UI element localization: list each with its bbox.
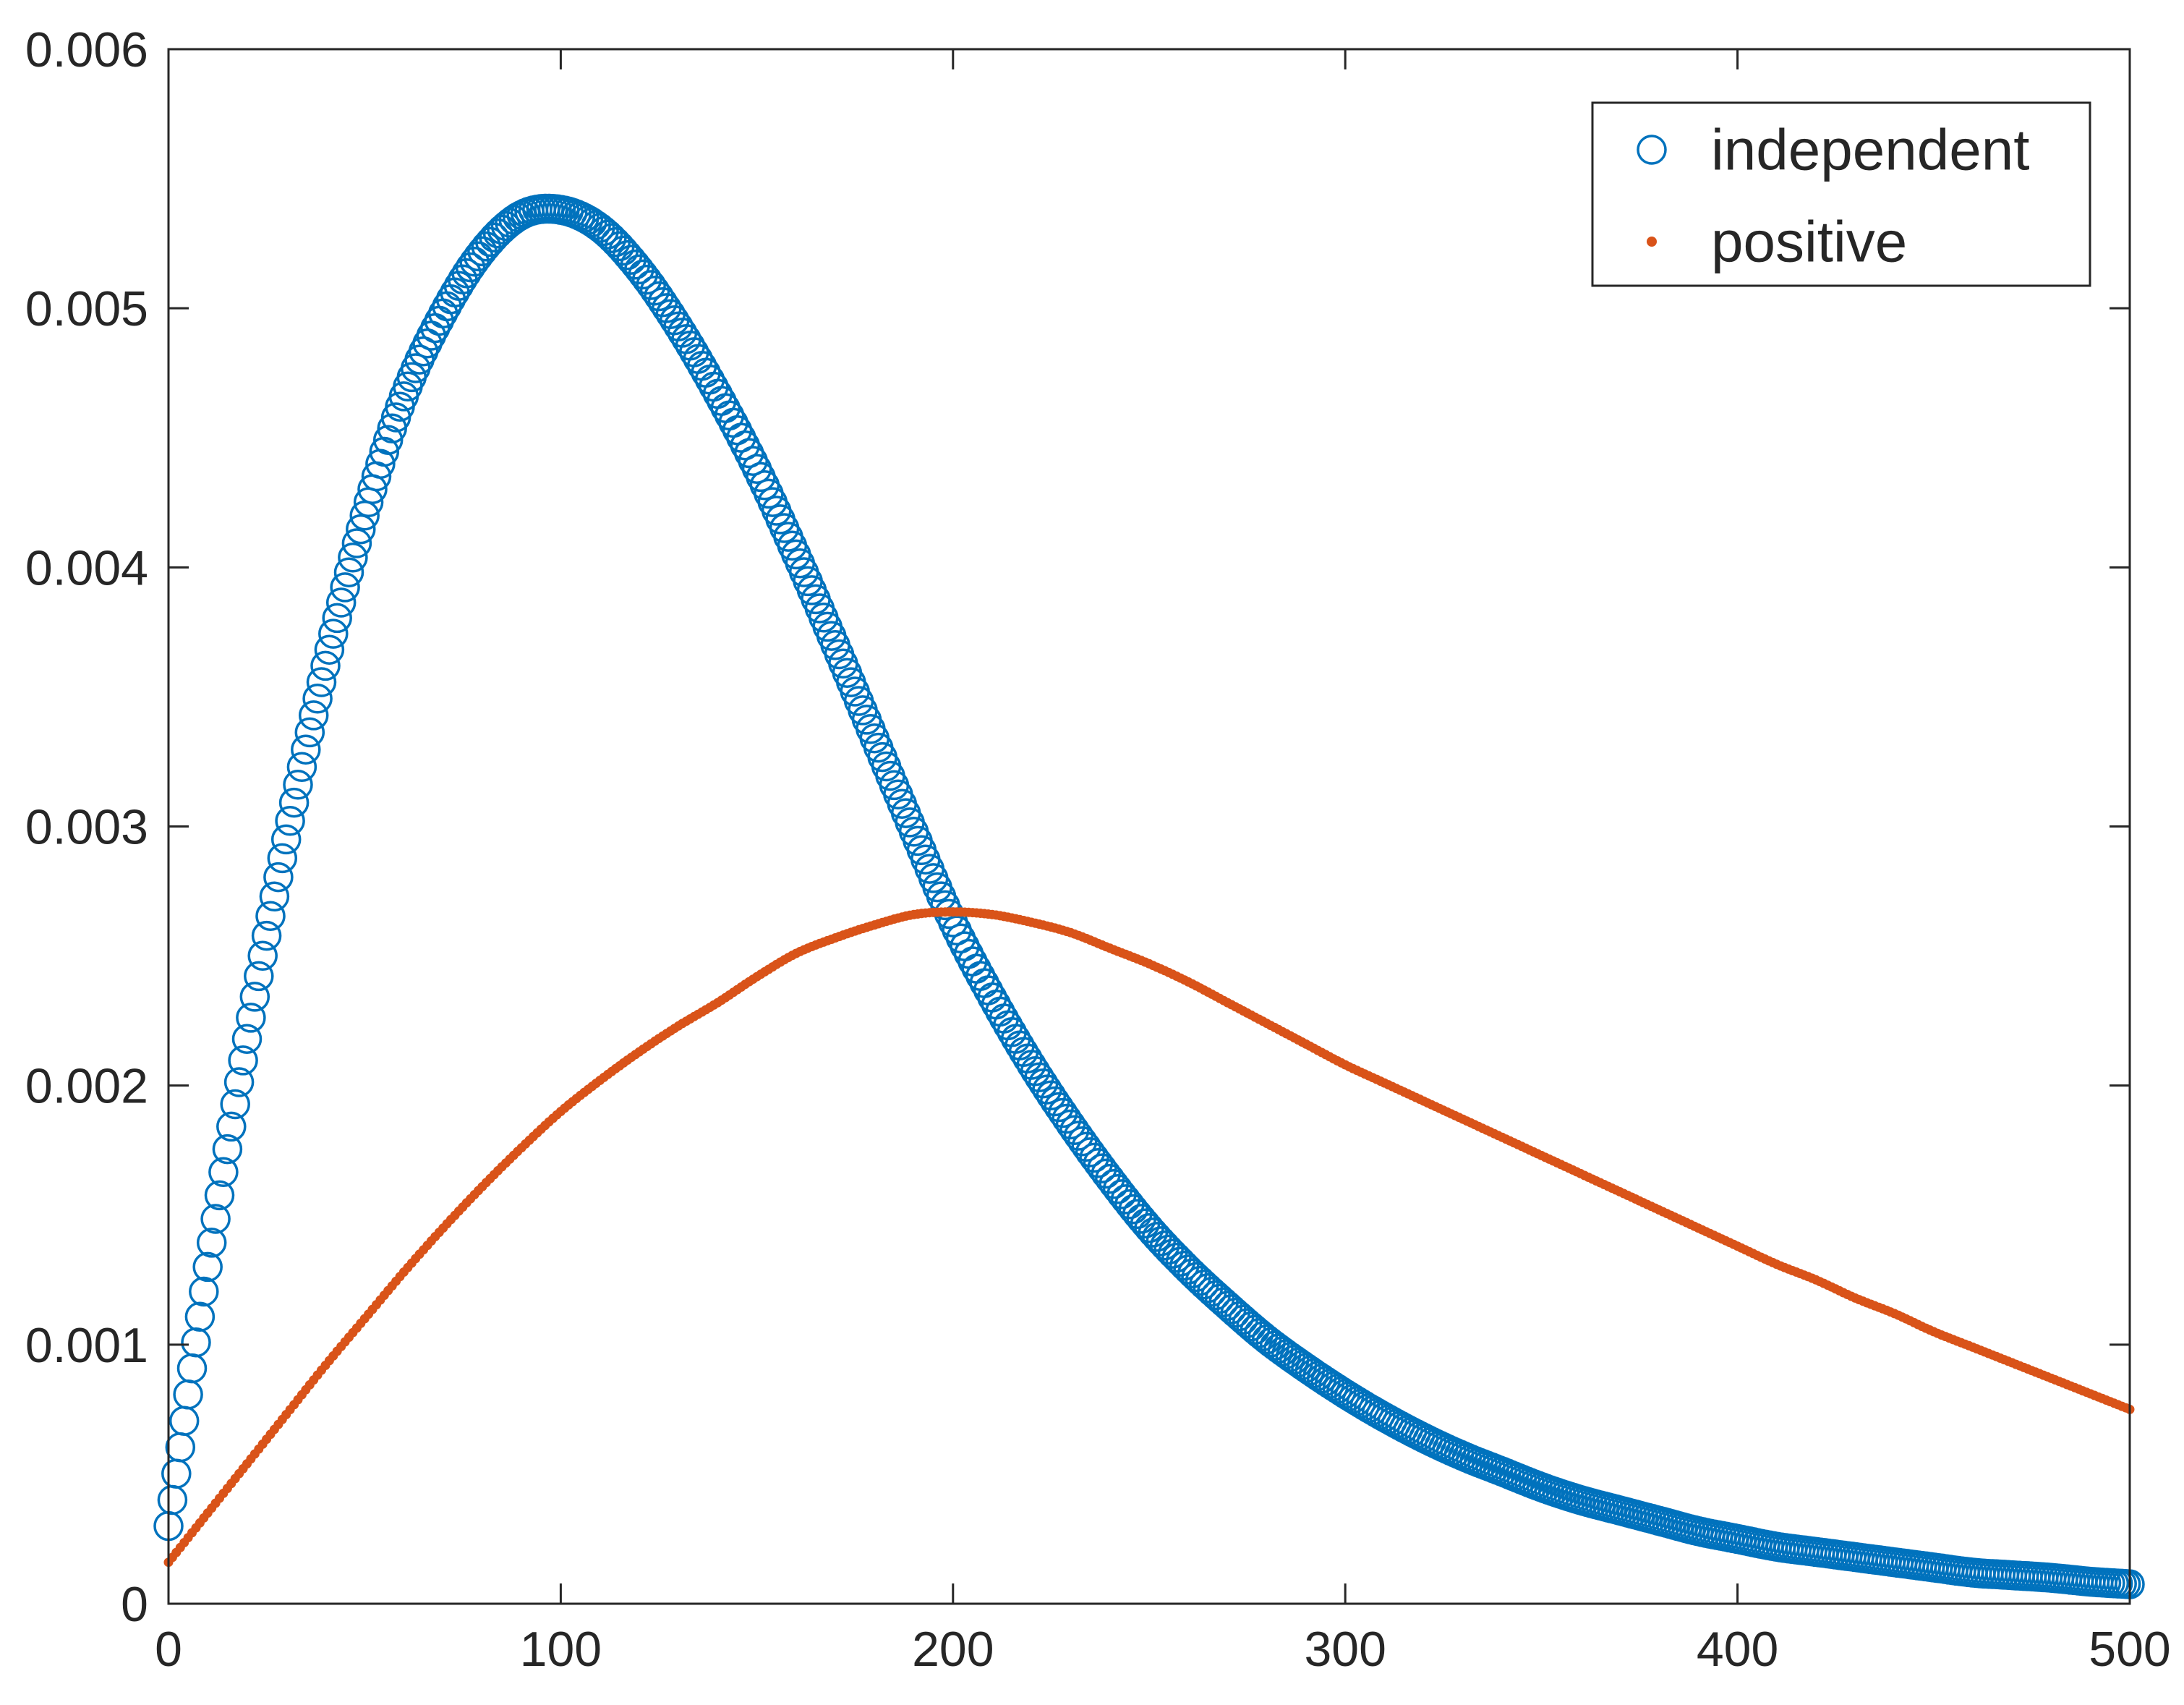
data-point-circle-marker: [189, 1276, 219, 1307]
data-point-circle-marker: [1149, 1230, 1180, 1261]
y-tick-label: 0.006: [25, 22, 148, 77]
data-point-circle-marker: [239, 982, 270, 1012]
data-point-circle-marker: [251, 920, 282, 951]
data-point-circle-marker: [1075, 1137, 1106, 1168]
data-point-circle-marker: [302, 684, 333, 714]
data-point-circle-marker: [314, 634, 345, 665]
data-point-circle-marker: [322, 603, 352, 634]
data-point-circle-marker: [181, 1327, 211, 1358]
data-point-circle-marker: [1173, 1254, 1203, 1285]
data-point-circle-marker: [306, 667, 337, 697]
data-point-circle-marker: [372, 425, 404, 455]
data-point-circle-marker: [259, 881, 290, 912]
data-point-circle-marker: [369, 436, 400, 467]
x-tick-label: 0: [155, 1622, 182, 1677]
data-point-circle-marker: [294, 717, 325, 748]
data-point-circle-marker: [459, 247, 490, 277]
data-point-circle-marker: [330, 572, 360, 603]
data-point-circle-marker: [1099, 1169, 1129, 1199]
data-point-circle-marker: [255, 901, 286, 932]
data-point-circle-marker: [475, 226, 506, 258]
data-point-circle-marker: [730, 430, 761, 461]
data-point-circle-marker: [247, 940, 278, 971]
data-point-circle-marker: [1106, 1179, 1137, 1209]
data-point-circle-marker: [589, 216, 619, 247]
data-point-circle-marker: [184, 1301, 216, 1332]
data-point-circle-marker: [298, 700, 329, 731]
series-positive: [163, 907, 2135, 1568]
x-tick-label: 500: [2089, 1622, 2170, 1677]
legend-marker-dot-icon: [1647, 237, 1657, 247]
data-point-circle-marker: [1087, 1153, 1117, 1183]
y-tick-label: 0.002: [25, 1059, 148, 1114]
data-point-circle-marker: [624, 254, 654, 285]
data-point-circle-marker: [1071, 1131, 1101, 1162]
data-point-circle-marker: [455, 252, 486, 283]
series-independent: [153, 193, 2145, 1599]
data-point-circle-marker: [1102, 1174, 1133, 1204]
data-point-circle-marker: [726, 422, 756, 453]
data-point-circle-marker: [1165, 1246, 1196, 1277]
y-tick-label: 0.005: [25, 281, 148, 336]
data-point-circle-marker: [341, 528, 372, 558]
data-point-circle-marker: [236, 1003, 266, 1033]
data-point-circle-marker: [333, 557, 364, 587]
data-point-circle-marker: [325, 587, 357, 618]
data-point-circle-marker: [291, 734, 321, 765]
y-tick-label: 0: [121, 1577, 148, 1632]
data-point-circle-marker: [278, 787, 310, 818]
data-point-circle-marker: [338, 543, 368, 573]
data-point-circle-marker: [628, 259, 659, 290]
data-point-circle-marker: [1153, 1234, 1184, 1265]
x-tick-label: 200: [912, 1622, 994, 1677]
data-point-circle-marker: [208, 1157, 239, 1188]
data-point-circle-marker: [216, 1111, 247, 1142]
data-point-circle-marker: [1161, 1242, 1192, 1273]
data-point-circle-marker: [592, 219, 623, 250]
data-point-circle-marker: [200, 1204, 231, 1234]
legend-box: [1591, 101, 2091, 287]
data-point-circle-marker: [228, 1045, 258, 1076]
data-point-circle-marker: [223, 1067, 255, 1097]
legend-label-independent: independent: [1711, 118, 2029, 182]
data-point-circle-marker: [1083, 1148, 1114, 1178]
data-point-circle-marker: [192, 1251, 223, 1283]
data-point-circle-marker: [196, 1228, 227, 1258]
data-point-circle-marker: [1095, 1163, 1125, 1194]
data-point-circle-marker: [270, 824, 302, 855]
data-point-circle-marker: [318, 618, 349, 649]
y-tick-label: 0.004: [25, 540, 148, 595]
y-tick-label: 0.003: [25, 800, 148, 855]
x-tick-label: 300: [1304, 1622, 1386, 1677]
data-point-circle-marker: [1169, 1250, 1200, 1281]
data-point-circle-marker: [275, 806, 305, 836]
legend: independent positive: [1591, 101, 2091, 287]
x-tick-label: 100: [520, 1622, 602, 1677]
legend-label-positive: positive: [1711, 210, 1907, 274]
data-point-circle-marker: [204, 1180, 235, 1211]
legend-marker-circle-icon: [1637, 135, 1667, 165]
data-point-circle-marker: [283, 770, 313, 800]
y-tick-label: 0.001: [25, 1318, 148, 1373]
data-point-circle-marker: [1091, 1158, 1122, 1189]
data-point-circle-marker: [310, 650, 341, 681]
data-point-circle-marker: [620, 249, 651, 280]
data-point-circle-marker: [346, 514, 376, 545]
data-point-circle-marker: [263, 862, 294, 893]
data-point-circle-marker: [231, 1024, 263, 1054]
data-point-circle-marker: [1067, 1126, 1098, 1157]
data-point-circle-marker: [631, 264, 662, 295]
data-point-circle-marker: [1157, 1238, 1188, 1269]
data-point-circle-marker: [1079, 1142, 1109, 1173]
data-point-circle-marker: [212, 1134, 243, 1165]
data-point-circle-marker: [244, 961, 274, 992]
data-point-circle-marker: [220, 1089, 250, 1120]
x-tick-label: 400: [1697, 1622, 1778, 1677]
data-point-circle-marker: [286, 752, 317, 783]
data-point-circle-marker: [267, 843, 298, 874]
